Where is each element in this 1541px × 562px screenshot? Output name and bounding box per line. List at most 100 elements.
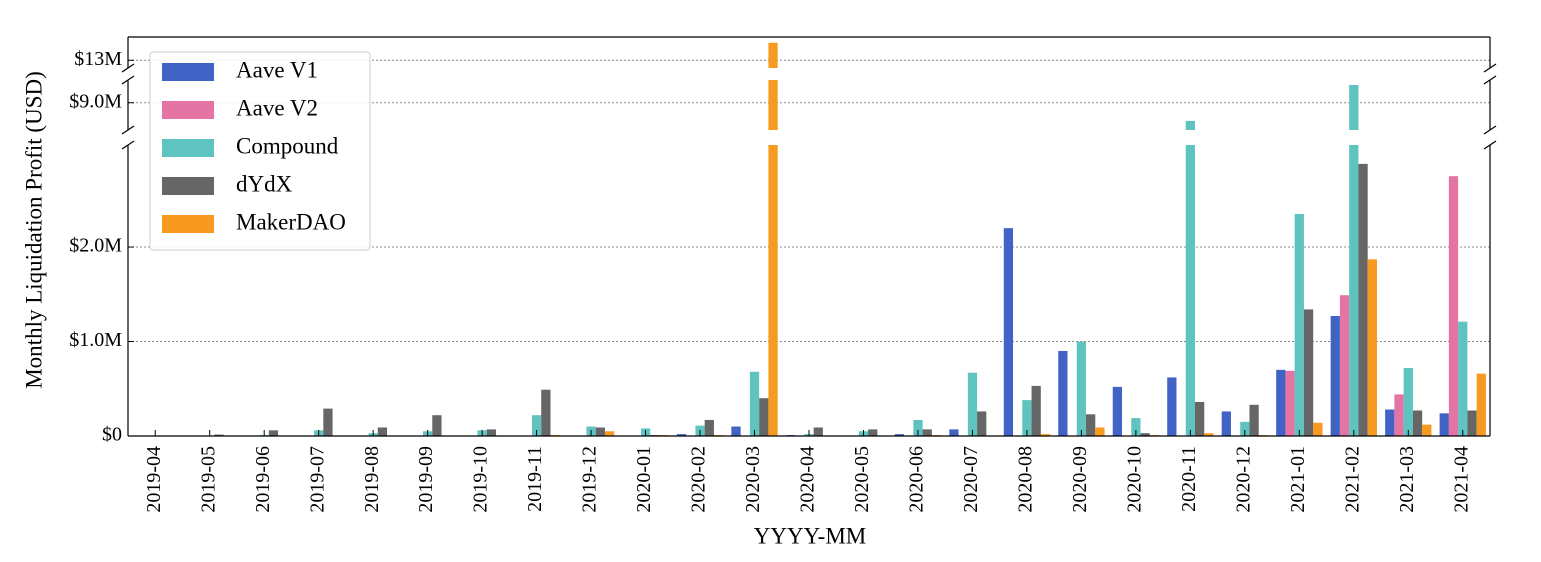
bar	[486, 429, 497, 436]
x-tick-label: 2020-11	[1178, 446, 1200, 512]
y-tick-label: $1.0M	[69, 329, 122, 351]
bar	[377, 427, 388, 436]
bar	[949, 429, 959, 436]
y-tick-label: $9.0M	[69, 90, 122, 112]
x-tick-label: 2019-11	[524, 446, 546, 512]
break-mark	[1483, 63, 1497, 73]
bar	[813, 427, 823, 436]
bar	[1131, 418, 1141, 436]
bar	[1194, 401, 1205, 436]
x-tick-label: 2020-01	[633, 446, 655, 513]
bar	[1412, 410, 1423, 436]
bar	[1140, 433, 1150, 436]
bar	[432, 415, 442, 436]
bar	[913, 419, 923, 436]
x-tick-label: 2021-03	[1396, 446, 1418, 513]
x-tick-label: 2020-09	[1069, 446, 1091, 513]
y-tick-label: $0	[102, 424, 122, 446]
bar	[868, 429, 878, 436]
x-tick-label: 2020-10	[1123, 446, 1145, 513]
x-tick-label: 2020-04	[797, 446, 819, 513]
break-mark	[1483, 125, 1497, 135]
bar	[1313, 422, 1323, 436]
bar	[894, 434, 905, 436]
bar	[1294, 213, 1304, 436]
bar	[1448, 176, 1459, 436]
break-mark	[1483, 140, 1497, 150]
bar	[922, 429, 932, 436]
x-tick-label: 2020-05	[851, 446, 873, 513]
bar	[604, 431, 615, 436]
bar	[1058, 350, 1068, 436]
legend-swatch	[162, 177, 214, 195]
x-tick-label: 2019-05	[197, 446, 219, 513]
bar	[759, 398, 769, 436]
break-mark	[121, 125, 135, 135]
break-mark	[121, 75, 135, 85]
bar	[1221, 411, 1231, 436]
legend-swatch	[162, 63, 214, 81]
bar	[1367, 259, 1377, 436]
x-tick-label: 2019-09	[415, 446, 437, 513]
bar	[749, 371, 760, 436]
x-tick-label: 2019-10	[470, 446, 492, 513]
bar	[1240, 421, 1250, 436]
x-tick-label: 2021-02	[1341, 446, 1363, 513]
bar	[768, 42, 778, 68]
bar	[1303, 309, 1314, 436]
bar	[595, 427, 605, 436]
bar	[768, 145, 778, 436]
break-mark	[1483, 75, 1497, 85]
bar	[704, 419, 714, 436]
bar	[1040, 434, 1051, 436]
break-mark	[121, 63, 135, 73]
bar	[1458, 321, 1468, 436]
bar	[1358, 163, 1368, 436]
y-tick-label: $13M	[74, 48, 122, 70]
bar	[977, 411, 987, 436]
bar	[768, 80, 778, 130]
bar	[731, 426, 741, 436]
bar	[1439, 413, 1449, 436]
bar	[1476, 373, 1486, 436]
bar	[1095, 427, 1105, 436]
x-tick-label: 2019-12	[579, 446, 601, 513]
bar	[1031, 385, 1041, 436]
x-tick-label: 2019-04	[143, 446, 165, 513]
x-tick-label: 2020-08	[1015, 446, 1037, 513]
bar	[1276, 369, 1286, 436]
legend-label: dYdX	[236, 171, 293, 196]
break-mark	[121, 140, 135, 150]
legend-swatch	[162, 139, 214, 157]
bar	[1394, 394, 1404, 436]
bar	[1022, 400, 1032, 436]
bar	[1204, 433, 1214, 436]
bar	[1422, 424, 1432, 436]
bar	[1403, 367, 1413, 436]
x-tick-label: 2020-06	[906, 446, 928, 513]
y-tick-label: $2.0M	[69, 235, 122, 257]
bar	[1349, 145, 1359, 436]
bar	[1330, 316, 1340, 436]
bar	[1467, 410, 1477, 436]
legend-swatch	[162, 215, 214, 233]
legend-swatch	[162, 101, 214, 119]
legend-label: Compound	[236, 133, 339, 158]
bar	[1086, 414, 1096, 436]
bar	[1185, 145, 1195, 436]
bar	[1167, 377, 1177, 436]
legend-label: Aave V2	[236, 95, 318, 120]
x-tick-label: 2020-02	[688, 446, 710, 513]
bar	[531, 415, 542, 436]
x-tick-label: 2021-04	[1450, 446, 1472, 513]
bar	[1076, 341, 1087, 436]
bar	[268, 430, 279, 436]
bar	[1349, 85, 1359, 130]
bar	[676, 434, 687, 436]
bar	[323, 408, 333, 436]
legend-label: Aave V1	[236, 57, 318, 82]
bar	[1385, 409, 1395, 436]
bar	[1112, 386, 1122, 436]
bar	[967, 372, 978, 436]
